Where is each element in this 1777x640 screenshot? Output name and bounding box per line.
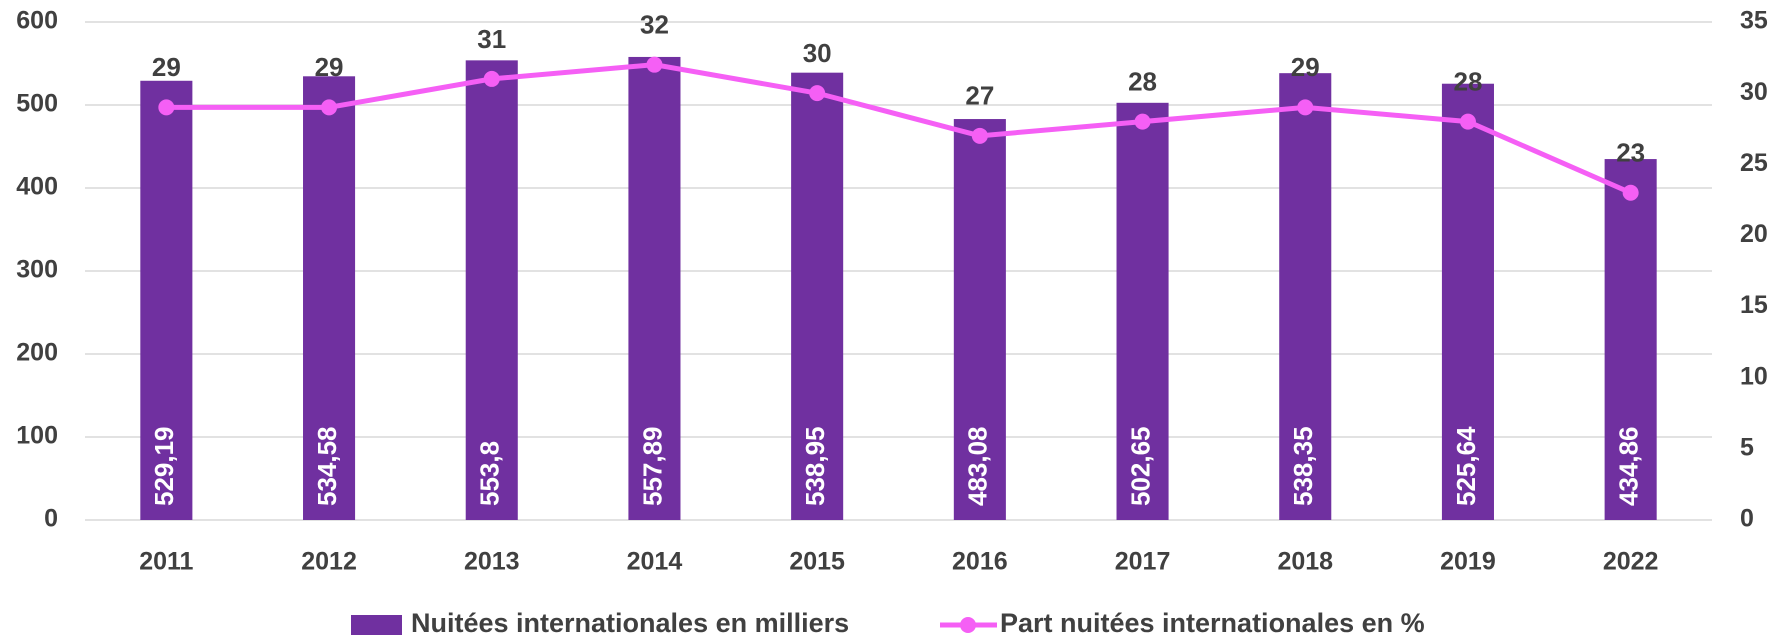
line-point <box>1297 99 1314 116</box>
y-tick-label: 200 <box>16 339 58 367</box>
bar-value-label: 557,89 <box>637 426 667 506</box>
line-value-label: 31 <box>477 24 506 54</box>
bar-value-label: 525,64 <box>1451 426 1481 506</box>
y-tick-label: 500 <box>16 90 58 118</box>
line-value-label: 32 <box>640 10 669 40</box>
line-value-label: 28 <box>1128 66 1157 96</box>
bar <box>1279 73 1332 521</box>
bar-value-label: 434,86 <box>1614 426 1644 506</box>
legend-label: Part nuitées internationales en % <box>1000 608 1425 638</box>
line-value-label: 27 <box>965 81 994 111</box>
line-value-label: 28 <box>1453 66 1482 96</box>
bar <box>140 80 193 520</box>
y2-tick-label: 30 <box>1740 78 1768 106</box>
bar <box>1116 102 1169 520</box>
x-tick-label: 2018 <box>1277 548 1333 576</box>
y-tick-label: 600 <box>16 7 58 35</box>
bar <box>628 56 681 521</box>
x-tick-label: 2014 <box>627 548 683 576</box>
line-point <box>483 70 500 87</box>
x-tick-label: 2022 <box>1603 548 1659 576</box>
line-point <box>321 99 338 116</box>
x-tick-label: 2013 <box>464 548 520 576</box>
legend-label: Nuitées internationales en milliers <box>411 608 849 638</box>
line-value-label: 30 <box>803 38 832 68</box>
y-tick-label: 300 <box>16 256 58 284</box>
line-point <box>971 127 988 144</box>
bar <box>303 76 356 521</box>
y-tick-label: 100 <box>16 422 58 450</box>
bar-value-label: 534,58 <box>312 426 342 506</box>
x-tick-label: 2015 <box>789 548 845 576</box>
line-value-label: 23 <box>1616 138 1645 168</box>
line-point <box>1622 184 1639 201</box>
bar-value-label: 538,35 <box>1288 426 1318 506</box>
line-point <box>1134 113 1151 130</box>
bar <box>1441 83 1494 520</box>
y-tick-label: 400 <box>16 173 58 201</box>
bar-value-label: 538,95 <box>800 426 830 506</box>
line-value-label: 29 <box>152 52 181 82</box>
bar <box>465 60 518 520</box>
x-tick-label: 2019 <box>1440 548 1496 576</box>
y2-tick-label: 5 <box>1740 433 1754 461</box>
bar-value-label: 553,8 <box>475 441 505 506</box>
line-point <box>646 56 663 73</box>
legend-marker <box>960 617 976 633</box>
x-tick-label: 2017 <box>1115 548 1171 576</box>
line <box>166 62 1632 196</box>
y2-tick-label: 20 <box>1740 220 1768 248</box>
x-tick-label: 2011 <box>139 548 193 576</box>
bar-value-label: 529,19 <box>149 426 179 506</box>
bar-value-label: 502,65 <box>1125 426 1155 506</box>
line-value-label: 29 <box>1291 52 1320 82</box>
bar <box>791 72 844 520</box>
legend-swatch <box>351 615 402 635</box>
y2-tick-label: 35 <box>1740 7 1768 35</box>
y2-tick-label: 10 <box>1740 362 1768 390</box>
line-point <box>809 85 826 102</box>
line-point <box>158 99 175 116</box>
bar <box>953 119 1006 520</box>
x-tick-label: 2012 <box>301 548 357 576</box>
y2-tick-label: 25 <box>1740 149 1768 177</box>
y2-tick-label: 0 <box>1740 505 1754 533</box>
bar-value-label: 483,08 <box>963 426 993 506</box>
line-value-label: 29 <box>315 52 344 82</box>
line-point <box>1459 113 1476 130</box>
bar <box>1604 159 1657 520</box>
y-tick-label: 0 <box>44 505 58 533</box>
y2-tick-label: 15 <box>1740 291 1768 319</box>
x-tick-label: 2016 <box>952 548 1008 576</box>
